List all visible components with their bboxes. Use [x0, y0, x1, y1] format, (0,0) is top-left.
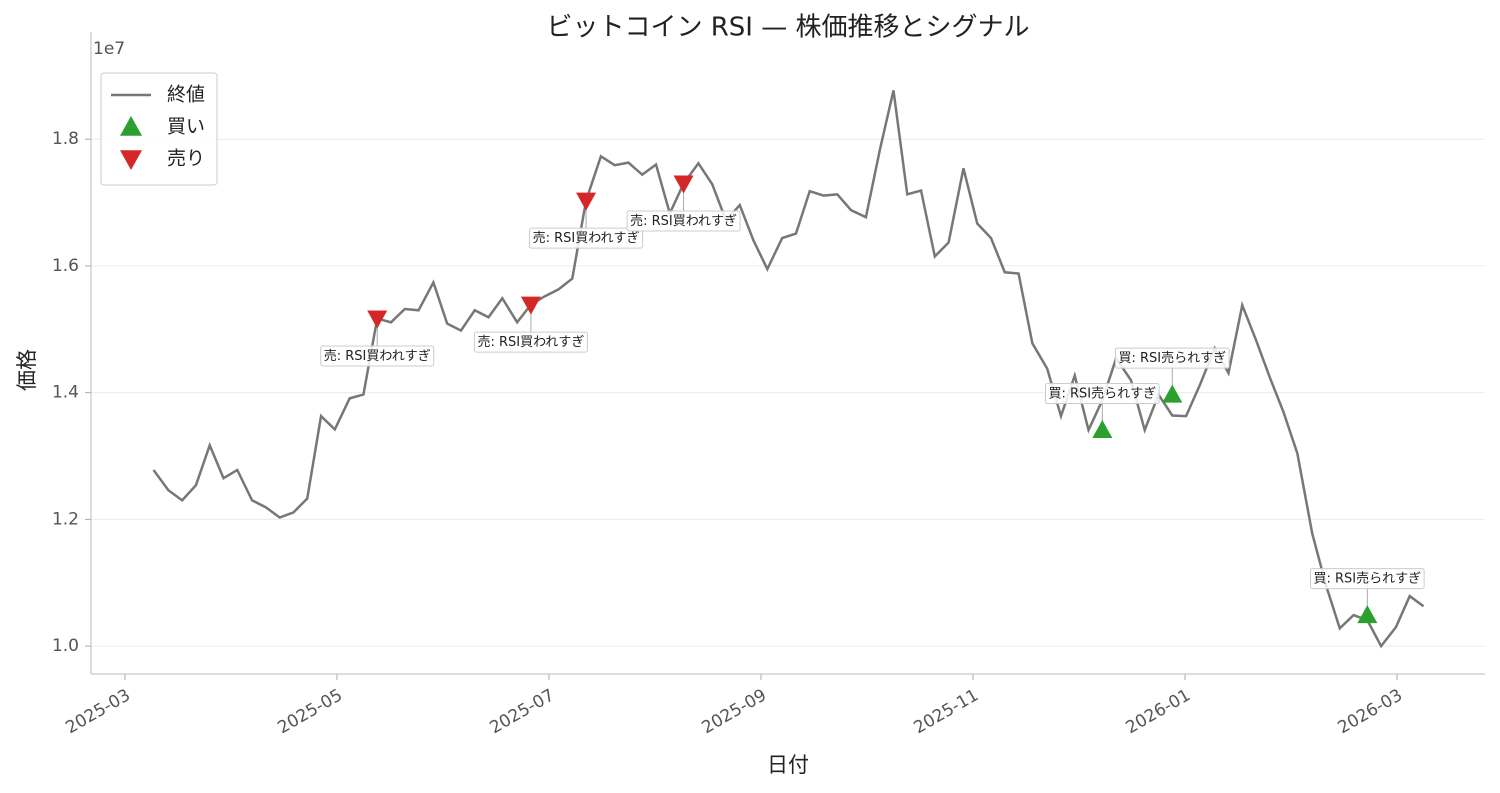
annotation: 買: RSI売られすぎ: [1044, 383, 1160, 405]
legend-label: 売り: [167, 148, 205, 170]
annotation-label: 売: RSI買われすぎ: [630, 213, 737, 229]
signal-marker: [1092, 420, 1113, 439]
chart-title: ビットコイン RSI — 株価推移とシグナル: [546, 13, 1029, 43]
signal-marker: [1162, 384, 1183, 403]
y-tick-label: 1.8: [52, 129, 79, 149]
y-tick-label: 1.0: [52, 636, 79, 656]
annotation-label: 買: RSI売られすぎ: [1048, 386, 1156, 402]
annotation-box: [1114, 347, 1230, 369]
x-tick-label: 2025-05: [274, 685, 346, 738]
signal-marker: [367, 310, 388, 329]
y-tick-label: 1.4: [52, 383, 79, 403]
annotation: 買: RSI売られすぎ: [1114, 347, 1230, 369]
x-tick-label: 2025-03: [62, 685, 134, 738]
annotation: 売: RSI買われすぎ: [473, 331, 588, 353]
annotation-label: 売: RSI買われすぎ: [324, 348, 431, 364]
annotation: 売: RSI買われすぎ: [320, 345, 435, 367]
annotation-box: [320, 345, 435, 367]
signal-marker: [1357, 605, 1378, 624]
legend-label: 買い: [167, 116, 205, 138]
annotation-box: [473, 331, 588, 353]
x-axis-label: 日付: [767, 753, 809, 777]
annotation-box: [1310, 568, 1425, 590]
x-tick-label: 2025-07: [486, 685, 558, 738]
annotation-label: 買: RSI売られすぎ: [1118, 350, 1226, 366]
signal-marker: [576, 192, 597, 211]
annotation: 売: RSI買われすぎ: [529, 227, 644, 249]
x-tick-label: 2025-11: [910, 685, 982, 738]
signal-marker: [520, 296, 541, 315]
x-tick-label: 2026-03: [1334, 685, 1406, 738]
legend-label: 終値: [167, 84, 205, 106]
annotation: 売: RSI買われすぎ: [626, 210, 741, 232]
y-axis-label: 価格: [15, 349, 39, 391]
y-tick-label: 1.6: [52, 256, 79, 276]
offset-text: 1e7: [93, 39, 125, 59]
price-line: [152, 90, 1425, 649]
annotation-box: [626, 210, 741, 232]
legend-swatch: [120, 150, 142, 170]
legend-swatch: [120, 116, 142, 136]
signal-marker: [673, 175, 694, 194]
y-tick-label: 1.2: [52, 509, 79, 529]
annotation-box: [1044, 383, 1160, 405]
x-tick-label: 2026-01: [1122, 685, 1194, 738]
annotation: 買: RSI売られすぎ: [1310, 568, 1425, 590]
annotation-box: [529, 227, 644, 249]
annotation-label: 売: RSI買われすぎ: [533, 230, 640, 246]
annotation-label: 買: RSI売られすぎ: [1314, 571, 1422, 587]
annotation-label: 売: RSI買われすぎ: [477, 334, 584, 350]
x-tick-label: 2025-09: [698, 685, 770, 738]
